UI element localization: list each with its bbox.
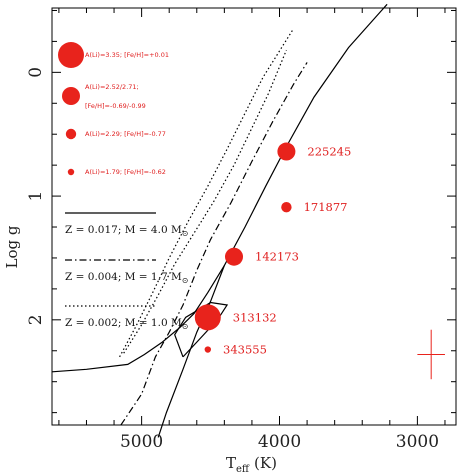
track-legend-label: Z = 0.002; M = 1.0 M⊙ xyxy=(65,317,188,331)
track-dotted xyxy=(123,49,287,354)
star-label: 142173 xyxy=(255,250,299,264)
track-legend-sun-symbol: ⊙ xyxy=(182,276,189,285)
track-legend-sun-symbol: ⊙ xyxy=(182,322,189,331)
size-legend-marker xyxy=(67,168,75,176)
size-legend-label: A(Li)=3.35; [Fe/H]=+0.01 xyxy=(85,51,169,59)
track-dotted xyxy=(119,28,294,358)
x-axis-title-unit: (K) xyxy=(254,454,277,472)
size-legend-label: A(Li)=1.79; [Fe/H]=-0.62 xyxy=(85,168,166,176)
size-legend-label: A(Li)=2.29; [Fe/H]=-0.77 xyxy=(85,130,166,138)
size-legend-marker xyxy=(58,42,84,68)
y-tick-label: 2 xyxy=(26,314,46,325)
x-axis-title: Teff (K) xyxy=(226,454,277,474)
star-marker xyxy=(194,304,221,331)
track-legend-label: Z = 0.004; M = 1.7 M⊙ xyxy=(65,271,188,285)
size-legend-marker xyxy=(65,128,77,140)
x-tick-label: 4000 xyxy=(258,432,301,452)
star-label: 343555 xyxy=(223,343,267,357)
star-marker xyxy=(281,202,292,213)
size-legend-marker xyxy=(62,87,80,105)
track-legend-label: Z = 0.017; M = 4.0 M⊙ xyxy=(65,224,188,238)
y-tick-label: 1 xyxy=(26,191,46,202)
x-tick-label: 3000 xyxy=(396,432,439,452)
track-solid xyxy=(51,3,388,373)
star-label: 313132 xyxy=(233,310,277,324)
plot-frame xyxy=(51,7,457,426)
track-solid xyxy=(157,265,225,438)
x-axis-title-main: T xyxy=(226,454,236,472)
star-marker xyxy=(225,247,244,266)
star-label: 171877 xyxy=(304,200,348,214)
size-legend-label: A(Li)=2.52/2.71; xyxy=(85,83,139,91)
star-marker xyxy=(204,346,212,353)
y-axis-title: Log g xyxy=(3,225,21,268)
x-tick-label: 5000 xyxy=(120,432,163,452)
y-tick-label: 0 xyxy=(26,67,46,78)
size-legend-label-2: [Fe/H]=-0.69/-0.99 xyxy=(85,102,146,110)
track-solid xyxy=(174,301,229,358)
star-marker xyxy=(277,142,296,161)
star-label: 225245 xyxy=(307,145,351,159)
track-legend-sun-symbol: ⊙ xyxy=(182,229,189,238)
track-dashdot xyxy=(120,62,308,426)
x-axis-title-sub: eff xyxy=(236,464,250,474)
